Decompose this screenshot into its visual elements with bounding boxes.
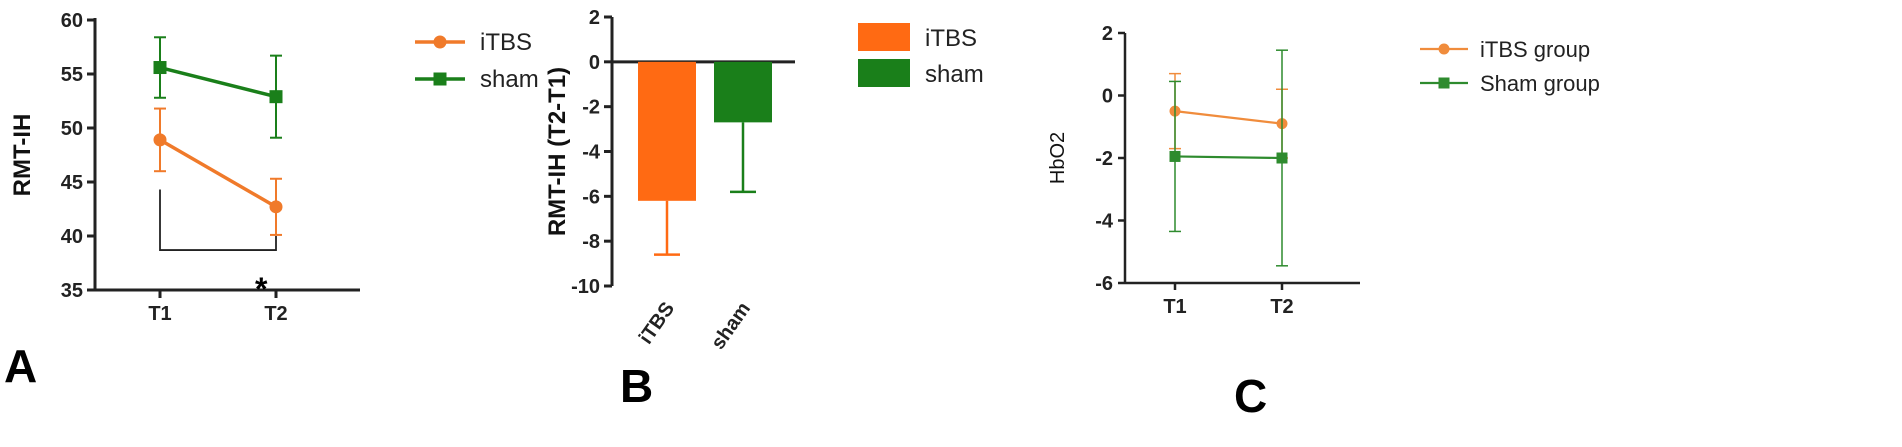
y-tick-label: -6 xyxy=(582,186,600,208)
panel-label-a: A xyxy=(4,340,37,392)
legend-label: iTBS group xyxy=(1480,37,1590,62)
panel-label-c: C xyxy=(1234,370,1267,422)
x-tick-label: iTBS xyxy=(635,298,679,348)
data-point xyxy=(153,61,167,75)
legend-label: iTBS xyxy=(925,25,977,52)
y-tick-label: 0 xyxy=(589,52,600,74)
y-axis-label: RMT-IH (T2-T1) xyxy=(544,67,571,236)
data-point xyxy=(269,200,283,214)
legend-swatch xyxy=(858,23,910,51)
y-axis-label: RMT-IH xyxy=(9,114,36,197)
data-point xyxy=(269,90,283,104)
bar xyxy=(638,61,696,201)
y-tick-label: -2 xyxy=(582,97,600,119)
legend-label: sham xyxy=(925,61,984,88)
series-line xyxy=(1174,110,1283,125)
y-tick-label: 45 xyxy=(61,172,83,194)
x-tick-label: T2 xyxy=(264,303,287,325)
y-tick-label: 35 xyxy=(61,280,83,302)
legend-marker xyxy=(433,35,447,49)
y-tick-label: -10 xyxy=(571,276,600,298)
panel-label-b: B xyxy=(620,360,653,412)
y-tick-label: 55 xyxy=(61,64,83,86)
y-tick-label: 60 xyxy=(61,10,83,32)
significance-bracket xyxy=(159,189,277,251)
legend-label: Sham group xyxy=(1480,71,1600,96)
panel-c: -6 -4 -2 0 2 T1 T2 HbO2 iTBS group Sham group xyxy=(1047,23,1600,318)
legend-marker xyxy=(1438,77,1450,89)
y-tick-label: -4 xyxy=(582,142,601,164)
panel-a: 35 40 45 50 55 60 T1 T2 RMT-IH iTBS sham xyxy=(9,10,539,325)
x-tick-label: T1 xyxy=(148,303,171,325)
series-line xyxy=(159,65,277,99)
x-tick-label: T2 xyxy=(1270,296,1293,318)
y-tick-label: 50 xyxy=(61,118,83,140)
legend-label: iTBS xyxy=(480,29,532,56)
legend-swatch xyxy=(858,59,910,87)
y-tick-label: -8 xyxy=(582,231,600,253)
data-point xyxy=(153,133,167,147)
y-tick-label: 40 xyxy=(61,226,83,248)
y-tick-label: 2 xyxy=(1102,23,1113,45)
legend-marker xyxy=(1438,43,1450,55)
x-tick-label: T1 xyxy=(1163,296,1186,318)
y-tick-label: 0 xyxy=(1102,86,1113,108)
panel-b: -10 -8 -6 -4 -2 0 2 RMT-IH (T2-T1) iTBS iTBS sham s… xyxy=(544,7,984,354)
y-tick-label: -4 xyxy=(1095,211,1114,233)
y-tick-label: 2 xyxy=(589,7,600,29)
legend-label: sham xyxy=(480,66,539,93)
series-line xyxy=(159,138,277,209)
x-tick-label: sham xyxy=(707,298,755,353)
y-tick-label: -6 xyxy=(1095,273,1113,295)
data-point xyxy=(1169,150,1181,162)
data-point xyxy=(1276,152,1288,164)
y-tick-label: -2 xyxy=(1095,148,1113,170)
bar xyxy=(714,61,772,123)
significance-asterisk: * xyxy=(255,271,268,307)
y-axis-label: HbO2 xyxy=(1047,132,1069,184)
series-line xyxy=(1174,155,1283,160)
legend-marker xyxy=(433,72,447,86)
